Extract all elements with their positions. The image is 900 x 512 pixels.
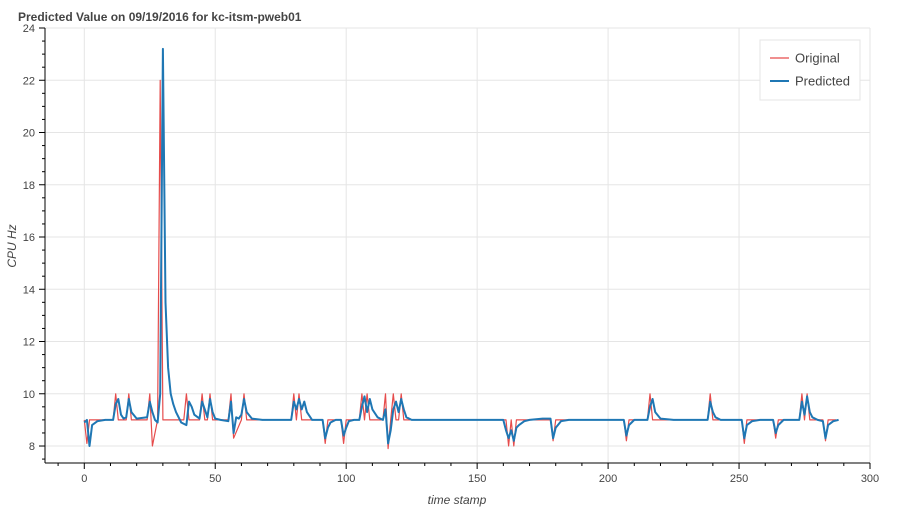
- legend-label-original: Original: [795, 51, 840, 66]
- legend-label-predicted: Predicted: [795, 74, 850, 89]
- series-lines: [83, 47, 839, 450]
- x-tick-label: 150: [468, 473, 486, 485]
- x-axis-label: time stamp: [428, 493, 487, 507]
- grid: [45, 27, 871, 463]
- y-axis-label: CPU Hz: [5, 224, 19, 267]
- ticks: 0 50 100 150 200 250 300 8 10 12 14 16 18 20 22 24: [23, 23, 879, 485]
- y-tick-label: 24: [23, 23, 35, 35]
- legend-box: [759, 39, 861, 101]
- y-tick-label: 14: [23, 284, 35, 296]
- y-tick-label: 10: [23, 389, 35, 401]
- y-tick-label: 22: [23, 75, 35, 87]
- x-tick-label: 100: [337, 473, 355, 485]
- series-line-predicted: [83, 47, 839, 447]
- y-tick-label: 16: [23, 232, 35, 244]
- axes: [44, 28, 870, 464]
- x-tick-label: 0: [81, 473, 87, 485]
- x-tick-label: 300: [861, 473, 879, 485]
- y-tick-label: 20: [23, 128, 35, 140]
- chart-title: Predicted Value on 09/19/2016 for kc-its…: [18, 10, 302, 24]
- y-tick-label: 18: [23, 180, 35, 192]
- series-line-original: [83, 79, 836, 450]
- x-tick-label: 200: [599, 473, 617, 485]
- y-tick-label: 8: [29, 441, 35, 453]
- x-tick-label: 250: [730, 473, 748, 485]
- legend: Original Predicted: [759, 39, 861, 101]
- x-tick-label: 50: [209, 473, 221, 485]
- y-tick-label: 12: [23, 337, 35, 349]
